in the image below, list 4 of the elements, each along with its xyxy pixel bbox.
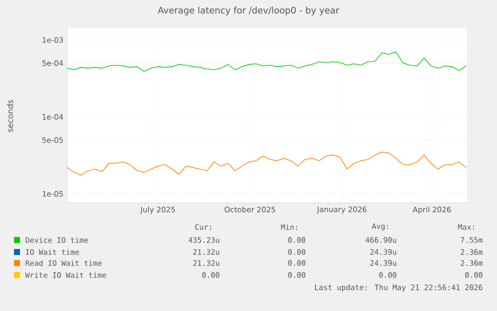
chart-title: Average latency for /dev/loop0 - by year [158,6,340,16]
line-series [67,52,466,72]
y-axis-title: seconds [6,100,14,132]
line-series [67,152,466,176]
